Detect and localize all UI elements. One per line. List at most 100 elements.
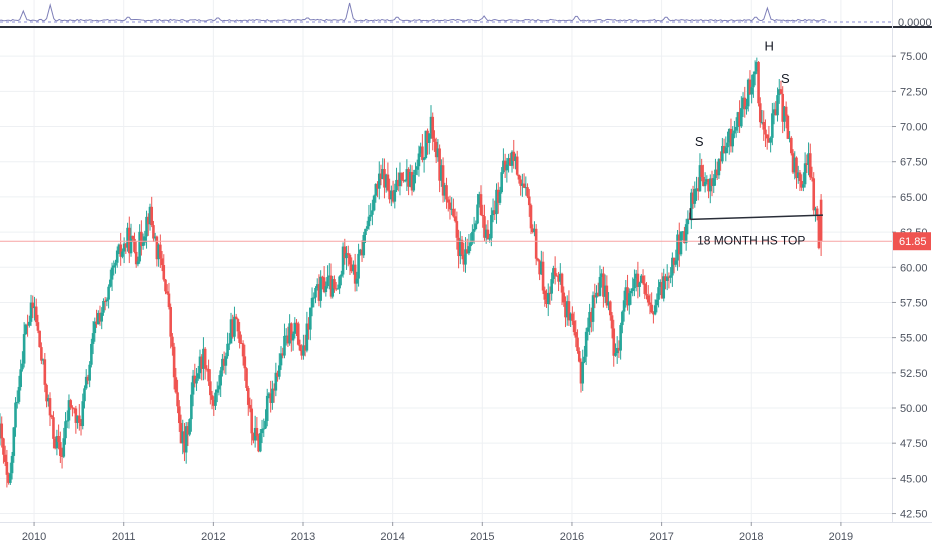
candle-body xyxy=(665,276,669,281)
candle-body xyxy=(114,262,117,266)
price-axis[interactable]: 42.50 45.00 47.50 50.00 52.50 55.00 57.50 60.00… xyxy=(892,0,928,522)
candle-body xyxy=(33,306,36,309)
candle-body xyxy=(176,392,179,407)
candle-body xyxy=(314,287,317,298)
candle-body xyxy=(415,166,419,170)
candle-body xyxy=(765,134,769,139)
candle-body xyxy=(496,189,500,203)
candle-body xyxy=(286,335,290,344)
candle-body xyxy=(557,276,560,282)
candle-body xyxy=(264,420,267,429)
candle-body xyxy=(686,218,690,225)
candle-body xyxy=(774,109,778,116)
candle-body xyxy=(183,431,186,453)
candle-body xyxy=(295,322,298,324)
candle-body xyxy=(633,278,636,289)
candle-body xyxy=(71,407,74,409)
candle-body xyxy=(717,159,721,176)
time-axis[interactable]: 2010 2011 2012 2013 2014 2015 2016 2017 2018 2019 xyxy=(0,522,932,543)
candle-body xyxy=(240,342,243,344)
candle-body xyxy=(379,173,383,180)
candle-body xyxy=(226,343,229,357)
candle-body xyxy=(276,372,279,377)
candle-body xyxy=(15,401,19,403)
annotation-label: 18 MONTH HS TOP xyxy=(697,234,805,248)
candle-body xyxy=(336,288,340,290)
candle-body xyxy=(193,375,197,384)
candle-body xyxy=(734,126,738,131)
candle-body xyxy=(338,276,341,289)
candle-body xyxy=(802,184,805,188)
candle-body xyxy=(169,307,172,337)
candle-body xyxy=(38,330,41,348)
candle-body xyxy=(121,251,124,257)
candle-body xyxy=(303,345,307,351)
price-tick-label: 72.50 xyxy=(900,86,928,98)
candle-body xyxy=(771,113,774,138)
candle-body xyxy=(708,178,712,192)
candle-body xyxy=(565,301,569,318)
candle-body xyxy=(740,108,743,127)
candle-body xyxy=(690,192,693,220)
candle-body xyxy=(174,377,178,393)
price-tick-label: 67.50 xyxy=(900,157,928,169)
candle-body xyxy=(172,346,176,378)
candle-body xyxy=(546,292,550,305)
time-tick-label: 2014 xyxy=(380,531,404,543)
candle-body xyxy=(784,106,788,116)
candle-body xyxy=(640,275,643,283)
candle-body xyxy=(215,389,219,393)
candle-body xyxy=(672,257,676,265)
candle-body xyxy=(669,275,672,278)
candle-body xyxy=(102,300,105,313)
candle-body xyxy=(245,368,248,388)
candle-body xyxy=(277,365,281,377)
candle-body xyxy=(805,163,809,165)
candle-body xyxy=(727,128,731,143)
candle-body xyxy=(95,321,98,325)
annotations: S H S 18 MONTH HS TOP xyxy=(695,39,805,248)
candle-body xyxy=(714,169,717,179)
candle-body xyxy=(569,313,572,321)
candle-body xyxy=(369,214,372,217)
candle-body xyxy=(622,300,626,312)
candle-body xyxy=(233,316,236,337)
candle-body xyxy=(681,231,685,233)
candle-body xyxy=(426,130,429,143)
candle-body xyxy=(677,234,681,255)
candle-body xyxy=(658,282,662,288)
candle-body xyxy=(238,331,241,343)
candle-body xyxy=(146,216,150,225)
candle-body xyxy=(781,93,784,122)
candle-body xyxy=(152,225,155,239)
candle-body xyxy=(671,257,674,276)
candle-body xyxy=(31,302,35,309)
candle-body xyxy=(0,423,4,439)
last-price-badge-bg xyxy=(893,232,931,251)
candle-body xyxy=(653,305,657,315)
candle-body xyxy=(191,375,195,395)
candle-body xyxy=(188,419,191,435)
candle-body xyxy=(157,244,160,260)
candle-body xyxy=(738,112,741,127)
candle-body xyxy=(674,260,678,265)
price-tick-label: 65.00 xyxy=(900,192,928,204)
candle-body xyxy=(641,275,645,284)
price-tick-label: 50.00 xyxy=(900,403,928,415)
candle-body xyxy=(79,422,83,427)
candle-body xyxy=(253,427,257,441)
candle-body xyxy=(464,249,467,265)
candle-body xyxy=(407,169,410,187)
candle-body xyxy=(605,285,609,306)
candle-body xyxy=(512,151,516,162)
candle-body xyxy=(3,454,7,462)
candlestick-series xyxy=(0,57,823,488)
candle-body xyxy=(331,279,335,297)
candle-body xyxy=(326,276,329,287)
candle-body xyxy=(90,343,93,365)
candle-body xyxy=(150,206,154,226)
candle-body xyxy=(472,229,476,232)
candle-body xyxy=(753,71,757,75)
